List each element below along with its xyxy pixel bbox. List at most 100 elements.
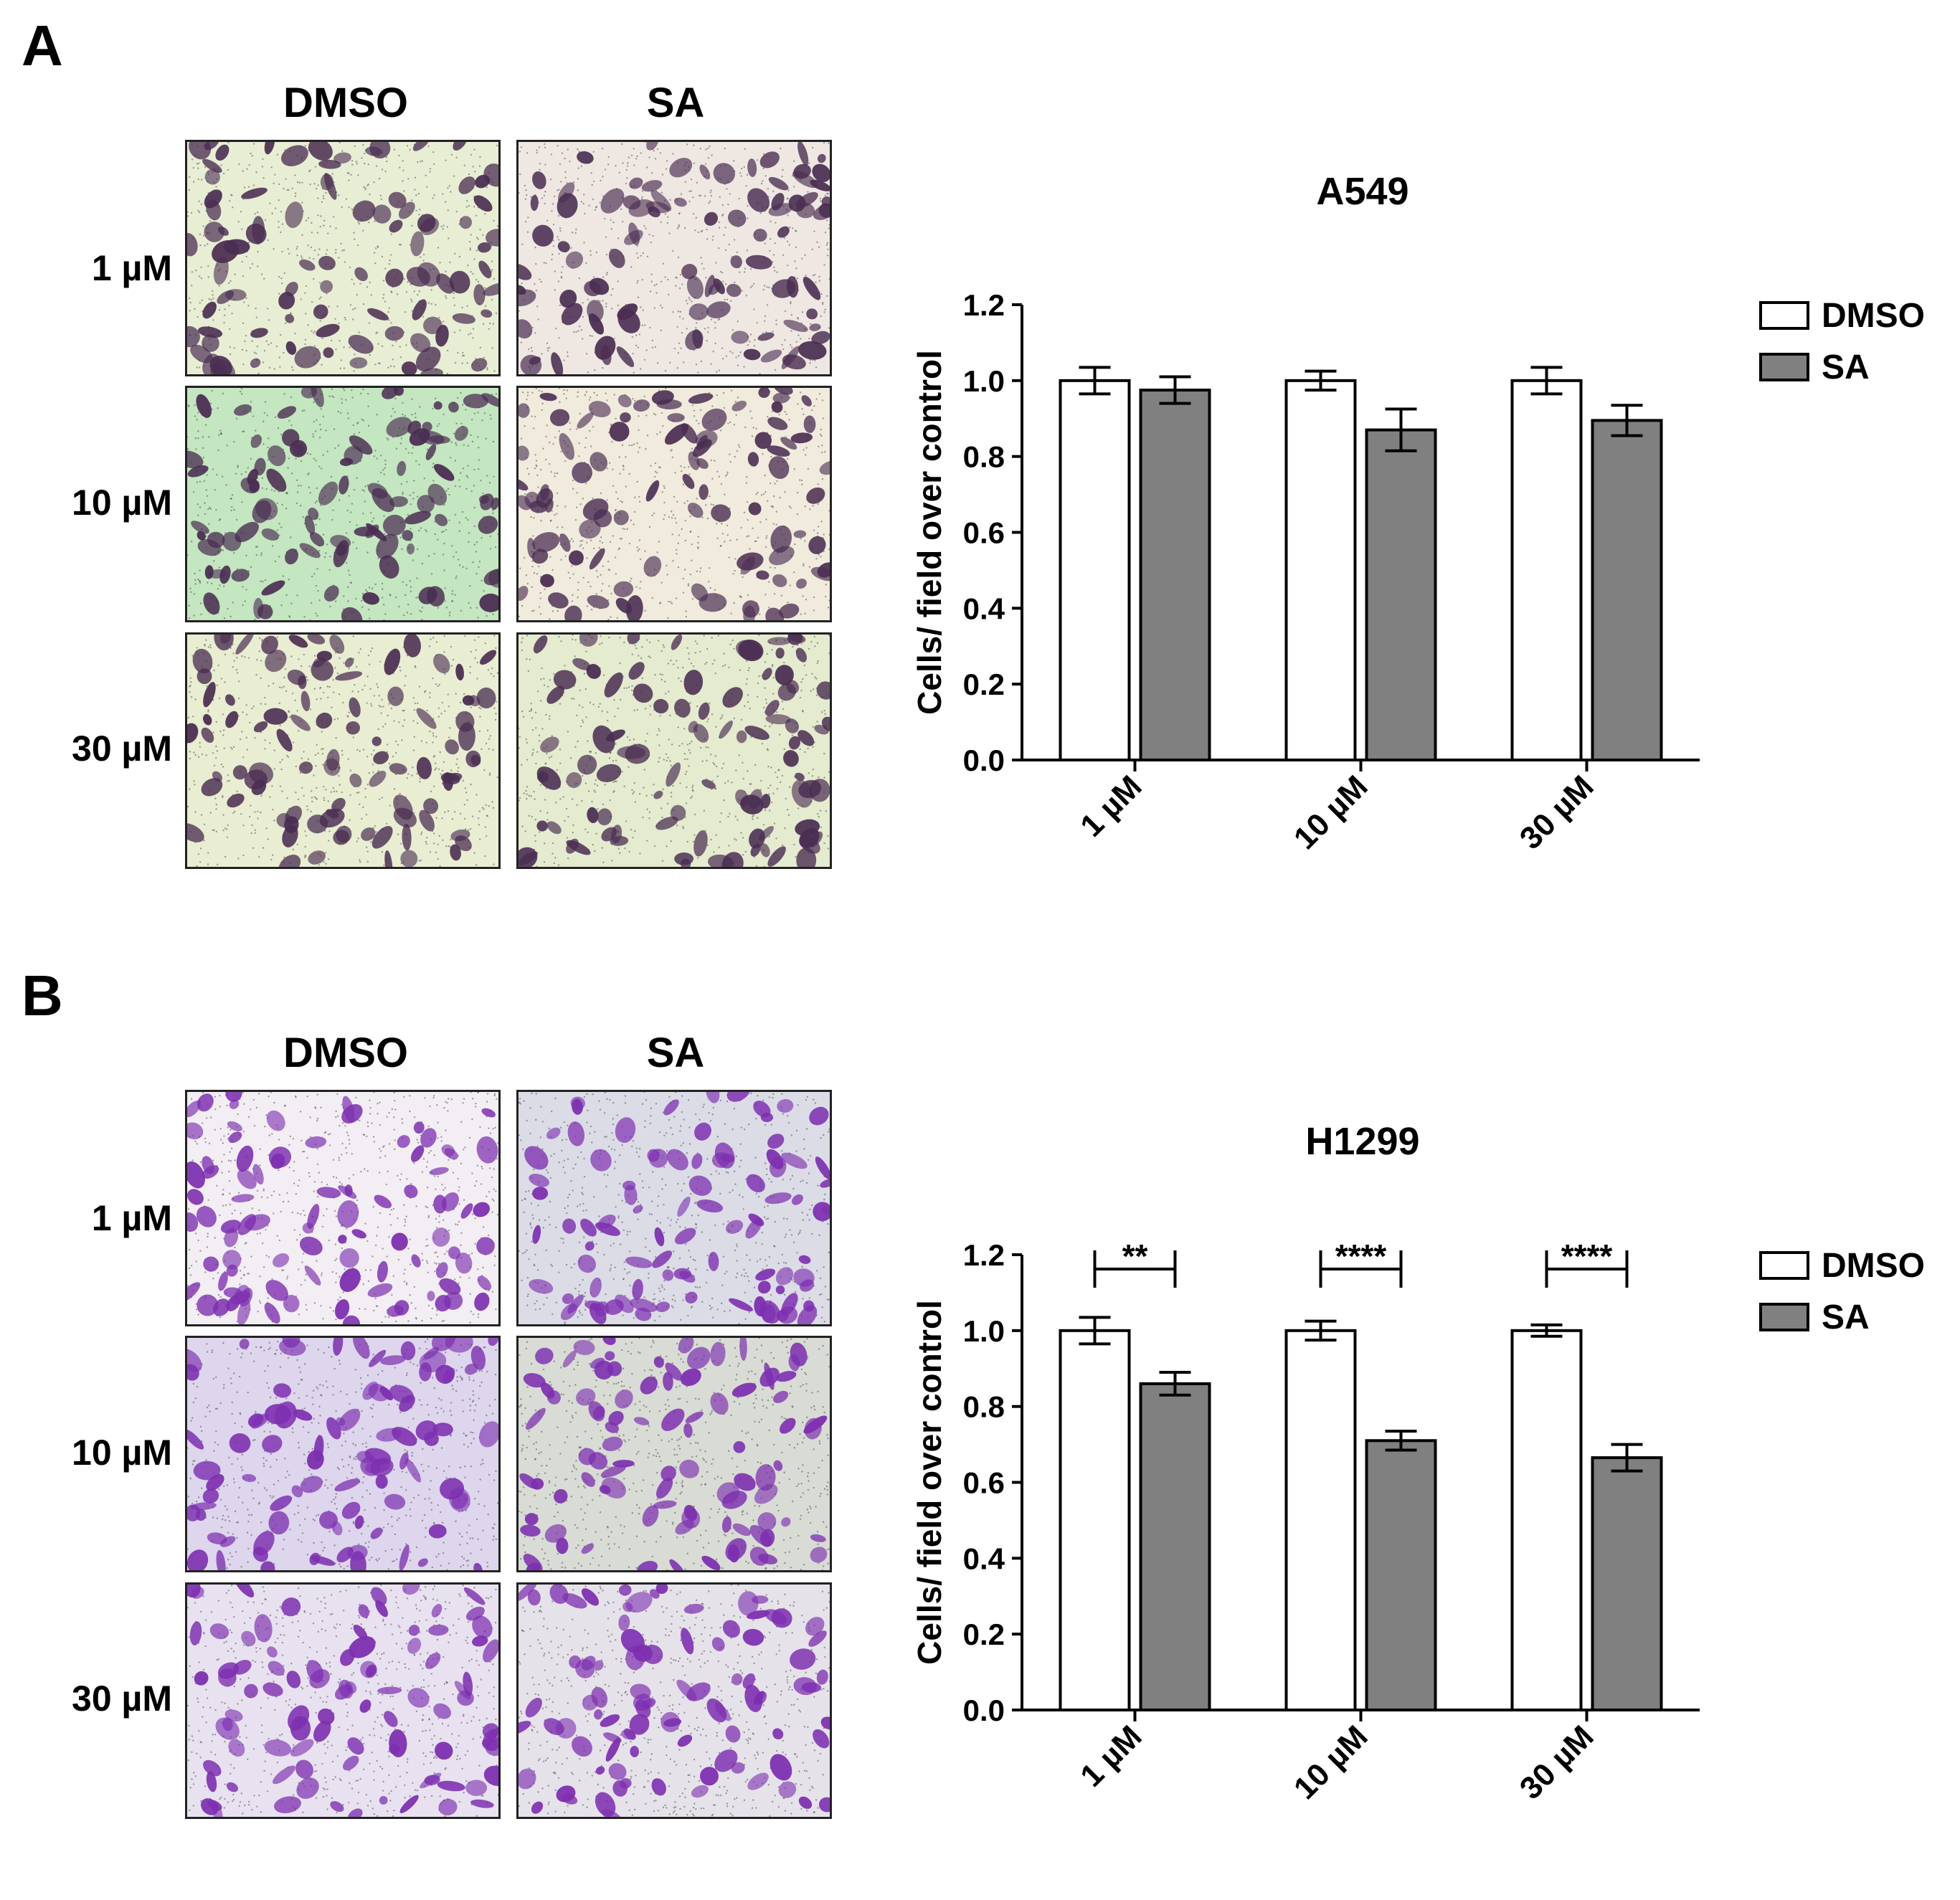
pore-dot: [242, 363, 245, 366]
pore-dot: [775, 222, 777, 224]
pore-dot: [670, 601, 672, 603]
pore-dot: [710, 189, 712, 191]
pore-dot: [411, 300, 413, 303]
pore-dot: [213, 829, 215, 831]
pore-dot: [606, 499, 608, 501]
pore-dot: [526, 152, 529, 154]
pore-dot: [589, 701, 592, 704]
stained-cell: [588, 401, 611, 418]
pore-dot: [804, 454, 807, 456]
pore-dot: [332, 787, 335, 789]
pore-dot: [362, 229, 364, 232]
micrograph-sa-1um: [516, 140, 832, 376]
pore-dot: [724, 298, 726, 301]
pore-dot: [602, 565, 605, 567]
column-header-dmso: DMSO: [283, 1030, 408, 1076]
stained-cell: [402, 530, 414, 541]
pore-dot: [607, 156, 610, 158]
pore-dot: [714, 327, 716, 329]
pore-dot: [204, 166, 207, 168]
pore-dot: [260, 580, 262, 582]
pore-dot: [308, 486, 311, 489]
pore-dot: [651, 339, 653, 342]
pore-dot: [356, 792, 359, 794]
pore-dot: [619, 472, 621, 475]
pore-dot: [815, 281, 817, 283]
pore-dot: [795, 341, 798, 343]
pore-dot: [447, 488, 450, 490]
pore-dot: [472, 166, 474, 168]
pore-dot: [376, 331, 379, 333]
pore-dot: [364, 186, 366, 189]
pore-dot: [264, 219, 267, 222]
pore-dot: [706, 661, 708, 664]
pore-dot: [663, 514, 666, 516]
pore-dot: [826, 192, 828, 194]
pore-dot: [471, 440, 474, 443]
pore-dot: [560, 275, 562, 278]
pore-dot: [630, 828, 633, 831]
pore-dot: [640, 306, 642, 308]
pore-dot: [231, 194, 233, 196]
pore-dot: [527, 217, 529, 219]
pore-dot: [478, 636, 480, 638]
pore-dot: [462, 351, 464, 354]
pore-dot: [404, 311, 407, 313]
pore-dot: [719, 545, 722, 547]
pore-dot: [822, 417, 825, 419]
pore-dot: [309, 183, 311, 186]
pore-dot: [351, 278, 353, 280]
pore-dot: [634, 496, 636, 498]
pore-dot: [696, 322, 698, 324]
pore-dot: [356, 294, 358, 296]
pore-dot: [624, 847, 626, 850]
pore-dot: [320, 698, 322, 700]
pore-dot: [525, 738, 528, 741]
pore-dot: [316, 419, 318, 422]
pore-dot: [373, 181, 375, 184]
stained-cell: [519, 495, 531, 510]
pore-dot: [726, 471, 729, 474]
pore-dot: [726, 524, 729, 527]
pore-dot: [700, 257, 702, 259]
micrograph-dmso-30um: [185, 632, 501, 869]
pore-dot: [199, 581, 202, 584]
pore-dot: [559, 748, 562, 751]
pore-dot: [278, 1139, 280, 1141]
stained-cell: [281, 145, 308, 166]
pore-dot: [782, 254, 785, 256]
pore-dot: [278, 275, 280, 278]
pore-dot: [445, 490, 448, 492]
pore-dot: [315, 765, 317, 767]
pore-dot: [644, 550, 646, 552]
pore-dot: [286, 797, 288, 799]
pore-dot: [529, 658, 531, 661]
pore-dot: [349, 511, 352, 513]
pore-dot: [581, 539, 584, 542]
pore-dot: [212, 298, 214, 300]
pore-dot: [567, 355, 569, 358]
pore-dot: [564, 176, 567, 179]
pore-dot: [711, 637, 713, 639]
pore-dot: [480, 579, 483, 581]
pore-dot: [612, 221, 615, 224]
pore-dot: [330, 791, 333, 793]
pore-dot: [465, 409, 467, 411]
pore-dot: [393, 720, 395, 722]
pore-dot: [230, 498, 232, 500]
pore-dot: [801, 483, 803, 485]
pore-dot: [251, 824, 253, 827]
pore-dot: [579, 540, 582, 543]
pore-dot: [285, 493, 288, 495]
stained-cell: [566, 838, 579, 854]
pore-dot: [636, 546, 638, 548]
pore-dot: [696, 498, 698, 500]
pore-dot: [526, 394, 529, 396]
pore-dot: [384, 267, 387, 270]
pore-dot: [659, 431, 661, 433]
pore-dot: [491, 299, 493, 301]
pore-dot: [602, 803, 605, 806]
pore-dot: [800, 690, 803, 692]
stained-cell: [191, 521, 209, 534]
stained-cell: [569, 550, 584, 566]
